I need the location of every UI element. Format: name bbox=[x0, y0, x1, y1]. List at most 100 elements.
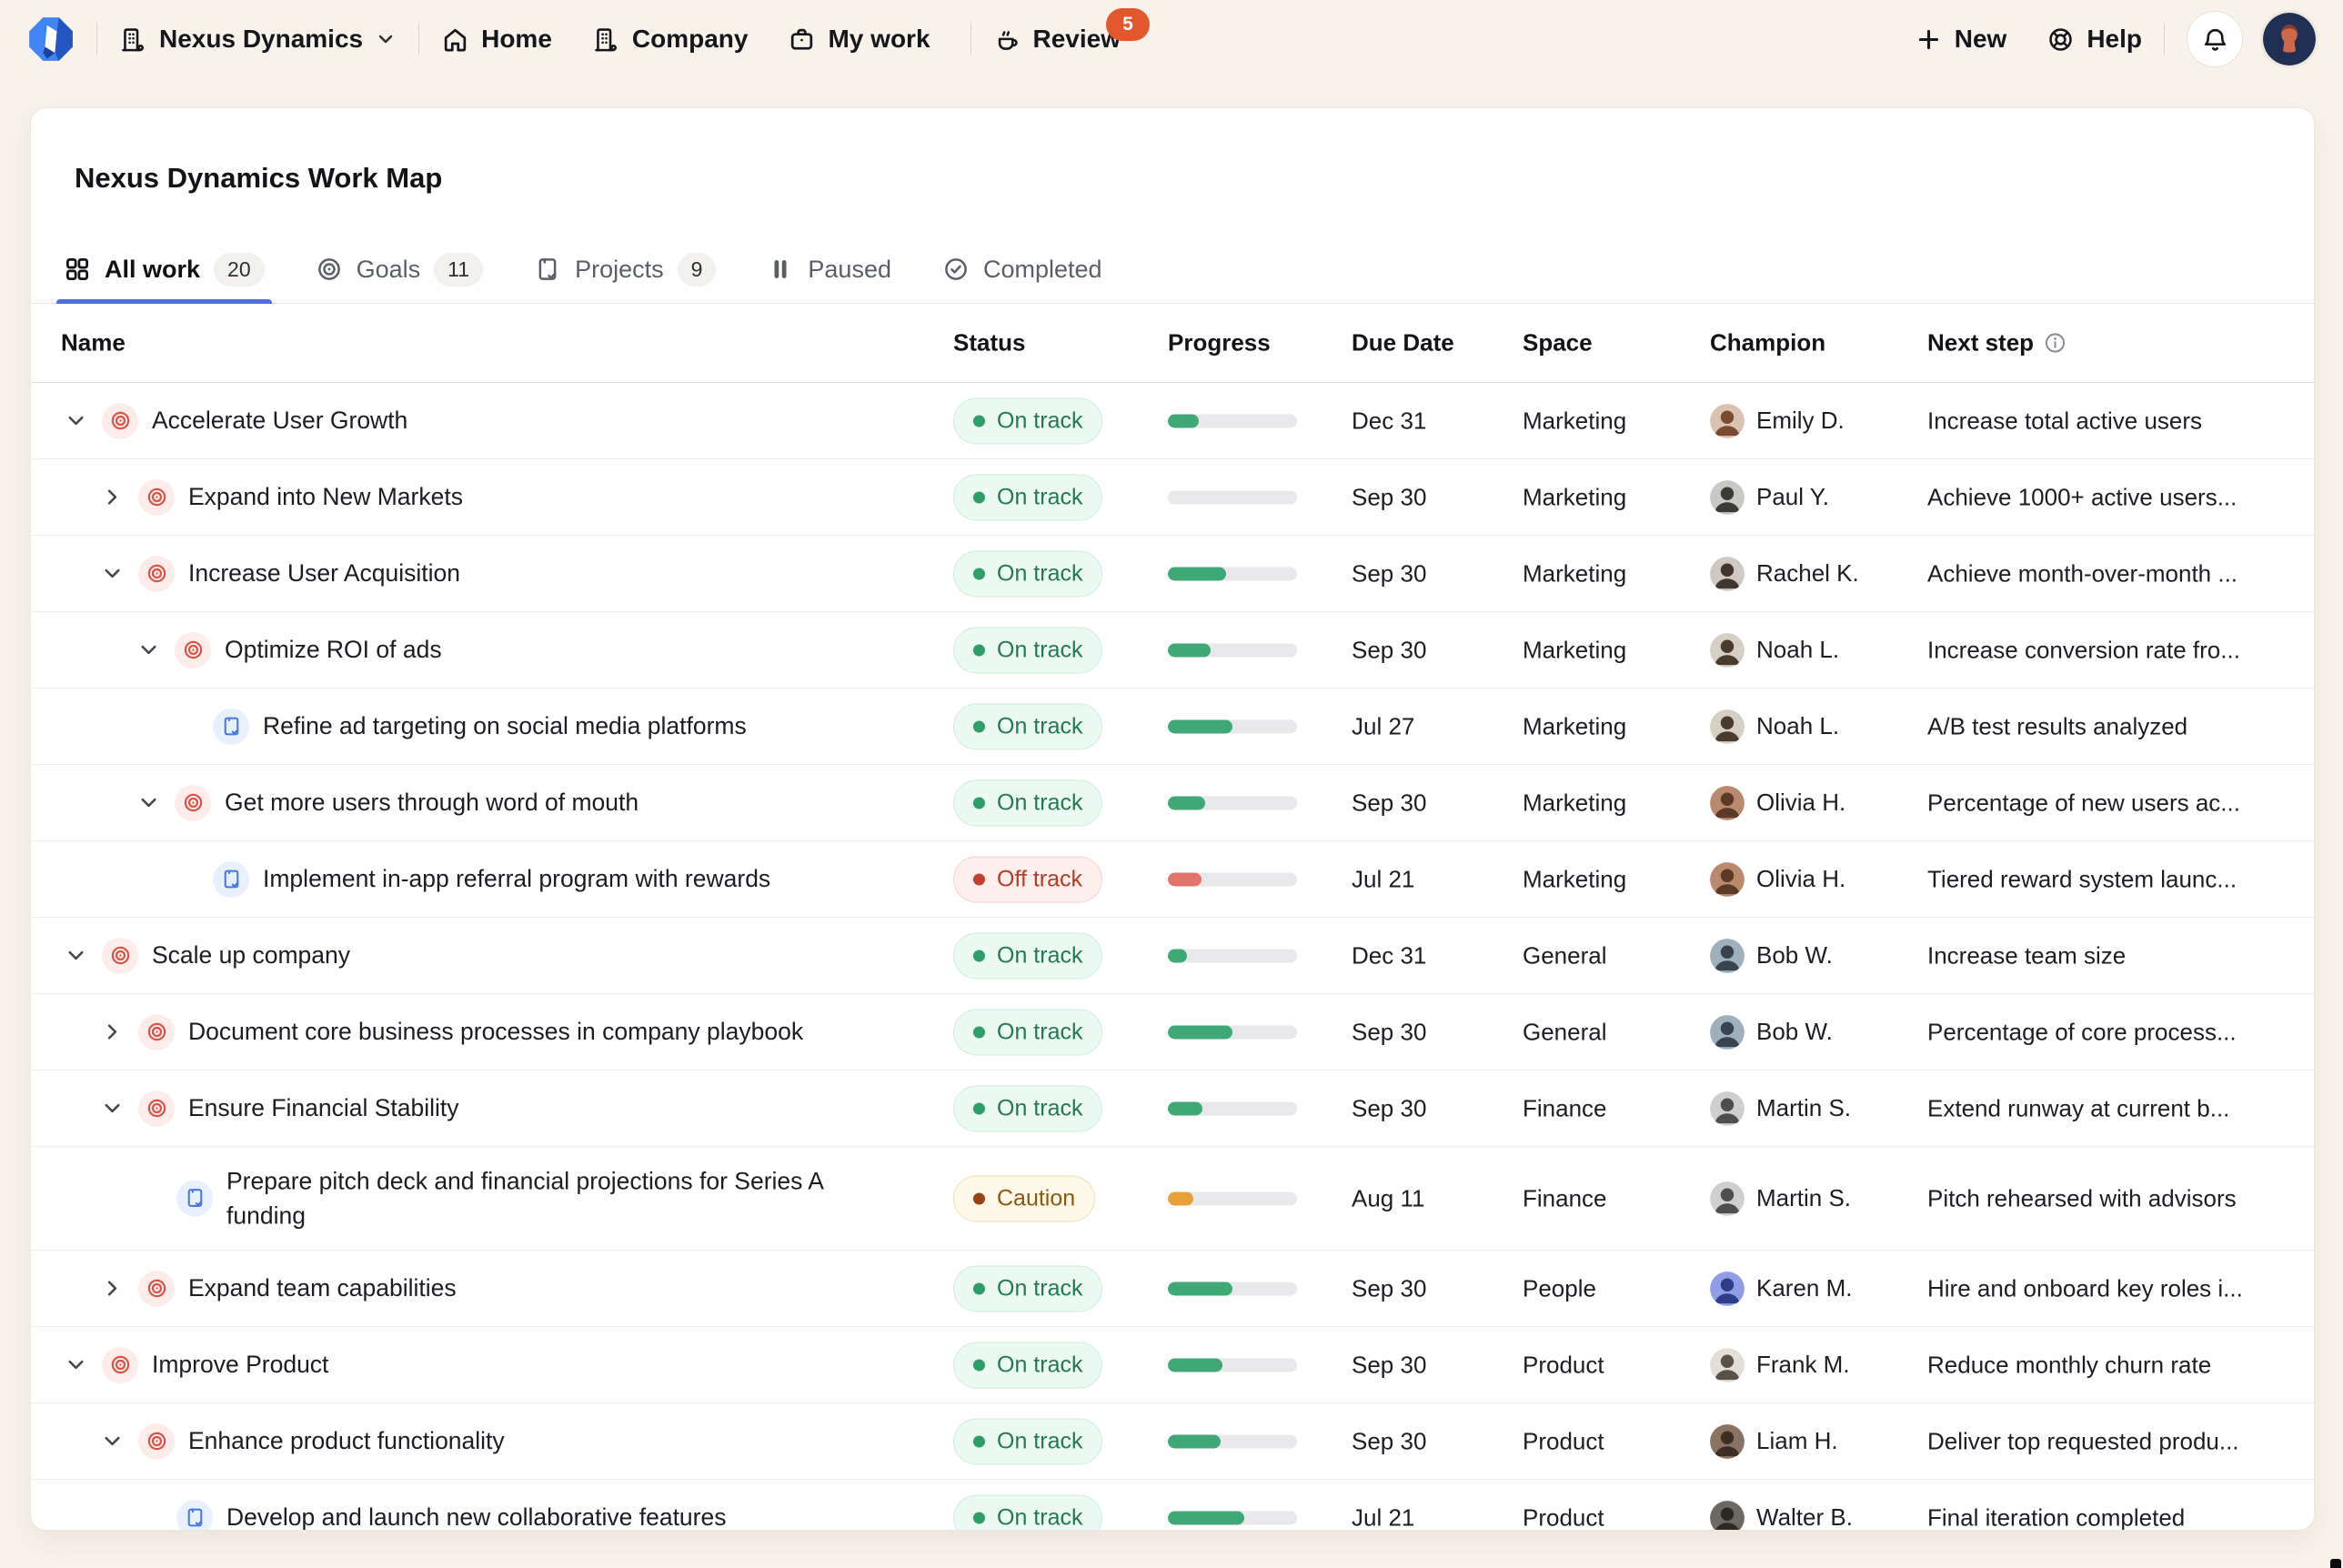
nav-item-company[interactable]: Company bbox=[592, 25, 748, 54]
row-name[interactable]: Develop and launch new collaborative fea… bbox=[226, 1503, 727, 1531]
status-cell: Off track bbox=[953, 856, 1103, 902]
champion-name: Olivia H. bbox=[1756, 789, 1846, 816]
space: Marketing bbox=[1523, 407, 1627, 434]
due-date: Sep 30 bbox=[1352, 1018, 1427, 1045]
pause-icon bbox=[767, 256, 794, 283]
row-name[interactable]: Prepare pitch deck and financial project… bbox=[226, 1167, 823, 1230]
nav-divider bbox=[96, 23, 97, 55]
row-name[interactable]: Implement in-app referral program with r… bbox=[263, 865, 771, 892]
expander-chevron-icon[interactable] bbox=[100, 1096, 125, 1121]
status-badge: Caution bbox=[953, 1175, 1096, 1221]
row-name[interactable]: Improve Product bbox=[152, 1351, 329, 1378]
info-icon[interactable] bbox=[2043, 331, 2067, 356]
new-button[interactable]: New bbox=[1915, 25, 2006, 54]
nav-item-my-work[interactable]: My work bbox=[788, 25, 930, 54]
row-name[interactable]: Optimize ROI of ads bbox=[225, 636, 442, 663]
expander-chevron-icon[interactable] bbox=[100, 1276, 125, 1301]
column-header-due-date: Due Date bbox=[1352, 328, 1454, 357]
table-row[interactable]: Get more users through word of mouth On … bbox=[31, 765, 2314, 841]
status-cell: On track bbox=[953, 474, 1103, 520]
tab-label: Goals bbox=[356, 255, 421, 283]
row-name[interactable]: Refine ad targeting on social media plat… bbox=[263, 712, 747, 739]
status-label: On track bbox=[997, 484, 1083, 509]
table-row[interactable]: Develop and launch new collaborative fea… bbox=[31, 1480, 2314, 1531]
progress-fill bbox=[1168, 414, 1200, 427]
table-row[interactable]: Prepare pitch deck and financial project… bbox=[31, 1147, 2314, 1251]
coffee-cup-icon bbox=[993, 25, 1021, 54]
expander-chevron-icon[interactable] bbox=[136, 638, 161, 662]
expander-chevron-icon[interactable] bbox=[64, 408, 88, 433]
expander-chevron-icon[interactable] bbox=[100, 1020, 125, 1044]
app-logo[interactable] bbox=[27, 15, 75, 63]
table-row[interactable]: Expand into New Markets On track Sep 30 … bbox=[31, 459, 2314, 536]
row-name[interactable]: Get more users through word of mouth bbox=[225, 789, 639, 816]
expander-chevron-icon[interactable] bbox=[64, 943, 88, 968]
row-name[interactable]: Expand into New Markets bbox=[188, 483, 463, 510]
table-row[interactable]: Optimize ROI of ads On track Sep 30 Mark… bbox=[31, 612, 2314, 689]
status-dot bbox=[973, 1359, 985, 1371]
next-step: Final iteration completed bbox=[1927, 1503, 2186, 1531]
tab-goals[interactable]: Goals 11 bbox=[316, 236, 484, 303]
table-row[interactable]: Increase User Acquisition On track Sep 3… bbox=[31, 536, 2314, 612]
row-name[interactable]: Increase User Acquisition bbox=[188, 559, 461, 587]
user-avatar[interactable] bbox=[2263, 13, 2316, 65]
top-navigation-bar: Nexus Dynamics Home Company My work Revi… bbox=[0, 0, 2343, 78]
row-name[interactable]: Enhance product functionality bbox=[188, 1427, 505, 1454]
progress-bar bbox=[1168, 643, 1297, 657]
table-row[interactable]: Expand team capabilities On track Sep 30… bbox=[31, 1251, 2314, 1327]
next-step: Reduce monthly churn rate bbox=[1927, 1351, 2212, 1378]
table-row[interactable]: Enhance product functionality On track S… bbox=[31, 1403, 2314, 1480]
status-badge: On track bbox=[953, 550, 1103, 597]
notifications-button[interactable] bbox=[2187, 11, 2243, 67]
champion-avatar bbox=[1710, 1181, 1745, 1216]
name-cell: Scale up company bbox=[31, 937, 351, 974]
champion-name: Bob W. bbox=[1756, 1018, 1833, 1045]
progress-fill bbox=[1168, 567, 1226, 580]
next-step: Percentage of core process... bbox=[1927, 1018, 2237, 1045]
space: General bbox=[1523, 1018, 1607, 1045]
champion-name: Karen M. bbox=[1756, 1274, 1853, 1302]
tab-projects[interactable]: Projects 9 bbox=[534, 236, 717, 303]
expander-chevron-icon[interactable] bbox=[100, 485, 125, 509]
row-name[interactable]: Scale up company bbox=[152, 941, 351, 969]
nav-divider bbox=[2164, 23, 2165, 55]
table-row[interactable]: Implement in-app referral program with r… bbox=[31, 841, 2314, 918]
tab-paused[interactable]: Paused bbox=[767, 236, 891, 303]
champion-avatar bbox=[1710, 1014, 1745, 1050]
champion-cell: Martin S. bbox=[1710, 1091, 1851, 1126]
row-name[interactable]: Ensure Financial Stability bbox=[188, 1094, 459, 1121]
progress-bar bbox=[1168, 719, 1297, 733]
table-row[interactable]: Document core business processes in comp… bbox=[31, 994, 2314, 1070]
expander-chevron-icon[interactable] bbox=[136, 790, 161, 815]
screen-corner-fragment bbox=[2330, 1559, 2341, 1568]
row-name[interactable]: Accelerate User Growth bbox=[152, 407, 408, 434]
table-row[interactable]: Scale up company On track Dec 31 General… bbox=[31, 918, 2314, 994]
row-name[interactable]: Expand team capabilities bbox=[188, 1274, 457, 1302]
due-date: Sep 30 bbox=[1352, 483, 1427, 510]
table-row[interactable]: Improve Product On track Sep 30 Product … bbox=[31, 1327, 2314, 1403]
column-header-next-step: Next step bbox=[1927, 329, 2067, 357]
champion-cell: Martin S. bbox=[1710, 1181, 1851, 1216]
progress-bar bbox=[1168, 490, 1297, 504]
table-row[interactable]: Refine ad targeting on social media plat… bbox=[31, 689, 2314, 765]
status-badge: On track bbox=[953, 779, 1103, 826]
status-label: On track bbox=[997, 942, 1083, 968]
status-badge: On track bbox=[953, 627, 1103, 673]
table-row[interactable]: Ensure Financial Stability On track Sep … bbox=[31, 1070, 2314, 1147]
champion-cell: Olivia H. bbox=[1710, 861, 1845, 897]
expander-chevron-icon[interactable] bbox=[64, 1352, 88, 1377]
workspace-switcher[interactable]: Nexus Dynamics bbox=[119, 25, 397, 54]
champion-avatar bbox=[1710, 1500, 1745, 1530]
tab-all-work[interactable]: All work 20 bbox=[56, 236, 272, 304]
row-name[interactable]: Document core business processes in comp… bbox=[188, 1018, 804, 1045]
champion-name: Noah L. bbox=[1756, 636, 1840, 663]
table-row[interactable]: Accelerate User Growth On track Dec 31 M… bbox=[31, 383, 2314, 459]
expander-chevron-icon[interactable] bbox=[100, 561, 125, 586]
expander-chevron-icon[interactable] bbox=[100, 1429, 125, 1453]
nav-item-review[interactable]: Review 5 bbox=[993, 8, 1151, 54]
tab-completed[interactable]: Completed bbox=[942, 236, 1102, 303]
help-button[interactable]: Help bbox=[2046, 25, 2142, 54]
nav-item-home[interactable]: Home bbox=[441, 25, 552, 54]
top-right-actions: New Help bbox=[1915, 11, 2316, 67]
goal-target-icon bbox=[102, 402, 138, 439]
